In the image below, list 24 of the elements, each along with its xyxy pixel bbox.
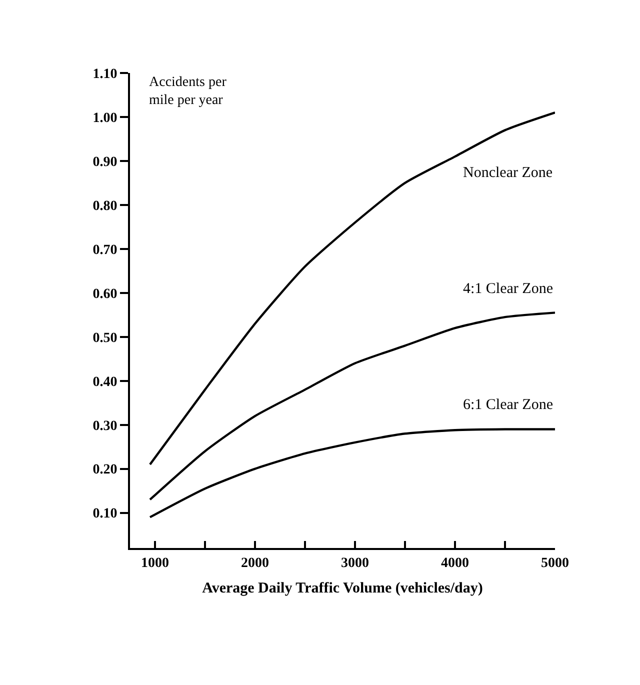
y-tick-label: 0.90 bbox=[92, 154, 118, 170]
y-tick-label: 0.80 bbox=[92, 198, 118, 214]
line-series bbox=[148, 428, 555, 518]
series-label: Nonclear Zone bbox=[463, 165, 553, 181]
y-tick-label: 0.50 bbox=[92, 330, 118, 346]
y-tick-label: 0.30 bbox=[92, 418, 118, 434]
y-tick-label: 0.20 bbox=[92, 462, 118, 478]
y-axis-title: Accidents per mile per year bbox=[149, 75, 227, 108]
line-series bbox=[148, 111, 555, 466]
x-tick-label: 2000 bbox=[241, 556, 269, 571]
x-tick-label: 4000 bbox=[441, 556, 469, 571]
line-series bbox=[148, 312, 555, 501]
series-label: 6:1 Clear Zone bbox=[463, 397, 554, 413]
y-tick-label: 0.40 bbox=[92, 374, 118, 390]
x-tick-label: 3000 bbox=[341, 556, 369, 571]
series-label: 4:1 Clear Zone bbox=[463, 281, 554, 297]
y-tick-label: 0.10 bbox=[92, 506, 118, 522]
y-tick-label: 0.70 bbox=[92, 242, 118, 258]
x-tick-label: 5000 bbox=[541, 556, 569, 571]
x-tick-label: 1000 bbox=[141, 556, 169, 571]
x-axis-title: Average Daily Traffic Volume (vehicles/day) bbox=[202, 580, 483, 596]
y-tick-label: 1.10 bbox=[92, 66, 118, 82]
y-tick-label: 1.00 bbox=[92, 110, 118, 126]
y-tick-label: 0.60 bbox=[92, 286, 118, 302]
